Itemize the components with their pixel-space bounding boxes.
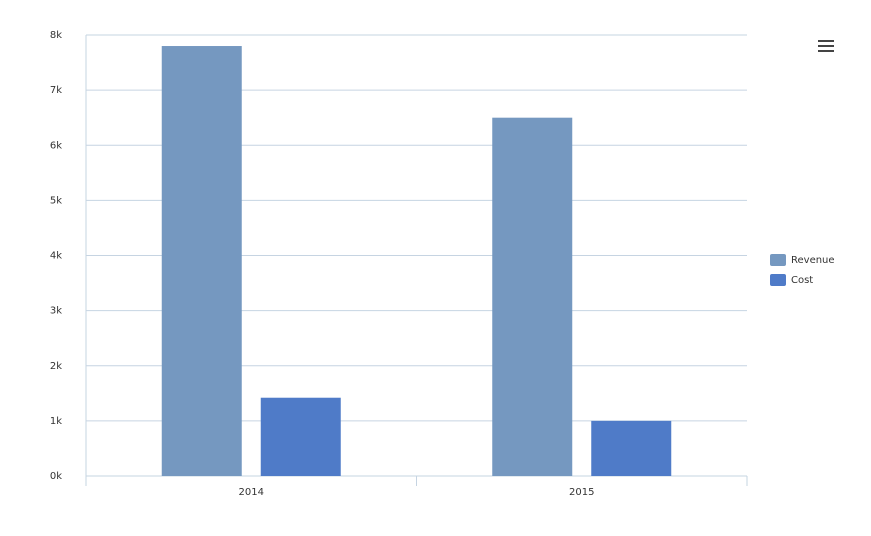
y-tick-label: 3k (50, 306, 62, 317)
legend-label: Revenue (791, 255, 835, 266)
x-tick-label: 2014 (239, 487, 264, 498)
x-tick-label: 2015 (569, 487, 594, 498)
bar (161, 46, 242, 477)
y-tick-label: 1k (50, 416, 62, 427)
bar (591, 420, 672, 476)
bar (492, 117, 573, 476)
y-tick-label: 7k (50, 85, 62, 96)
y-tick-label: 5k (50, 195, 62, 206)
legend-swatch (770, 274, 786, 286)
bar (260, 397, 341, 476)
legend-label: Cost (791, 275, 813, 286)
y-tick-label: 8k (50, 30, 62, 41)
menu-button[interactable] (818, 40, 834, 52)
legend-swatch (770, 254, 786, 266)
y-tick-label: 6k (50, 140, 62, 151)
y-tick-label: 0k (50, 471, 62, 482)
y-tick-label: 4k (50, 251, 62, 262)
y-tick-label: 2k (50, 361, 62, 372)
